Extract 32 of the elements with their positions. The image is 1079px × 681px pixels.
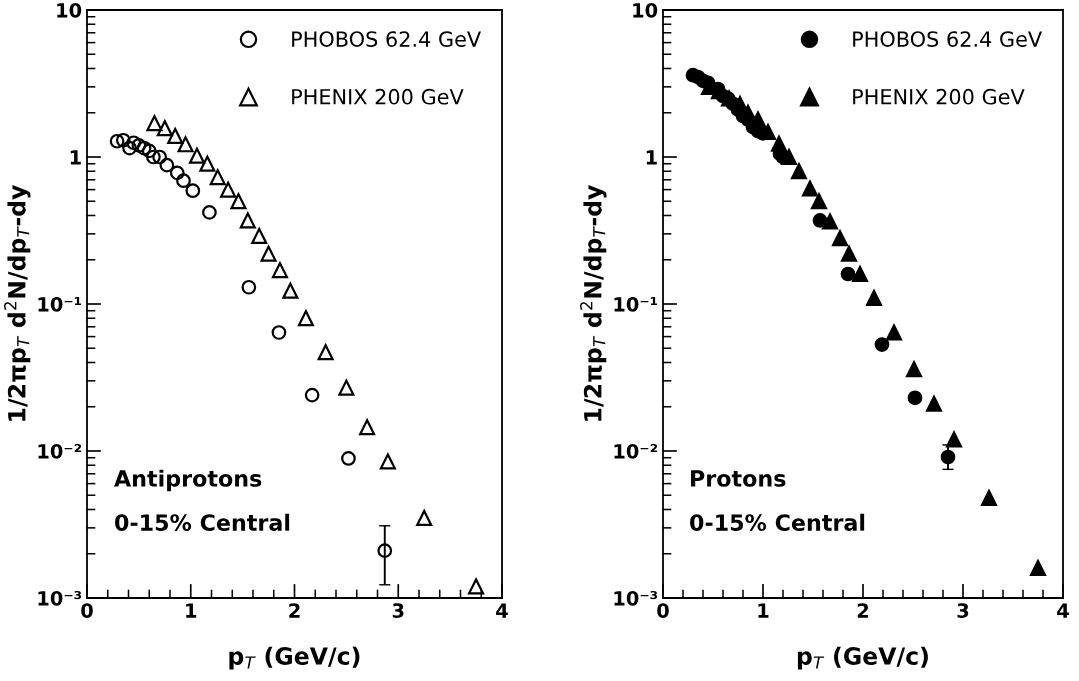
y-tick-label: 10⁻³ xyxy=(38,590,82,606)
legend-label: PHOBOS 62.4 GeV xyxy=(292,31,481,47)
legend-label: PHENIX 200 GeV xyxy=(853,88,1025,105)
x-axis-title: p$_{T}$ (GeV/c) xyxy=(229,646,360,670)
y-tick-label: 10⁻² xyxy=(38,443,82,459)
x-tick-label: 2 xyxy=(857,603,869,618)
x-tick-label: 1 xyxy=(186,603,197,618)
x-tick-label: 4 xyxy=(496,603,508,618)
x-tick-label: 3 xyxy=(957,603,969,618)
y-tick-label: 10⁻³ xyxy=(614,590,658,606)
x-tick-label: 3 xyxy=(392,603,404,618)
y-axis-title: 1/2πp$_{T}$ d$^{2}$N/dp$_{T}$-dy xyxy=(4,184,31,421)
y-tick-label: 10 xyxy=(57,2,82,18)
legend-label: PHOBOS 62.4 GeV xyxy=(853,31,1042,47)
x-tick-label: 0 xyxy=(81,603,93,618)
y-tick-label: 10⁻¹ xyxy=(38,296,82,312)
y-axis-title: 1/2πp$_{T}$ d$^{2}$N/dp$_{T}$-dy xyxy=(580,184,607,421)
annotation: 0-15% Central xyxy=(690,513,865,531)
annotation: Antiprotons xyxy=(114,469,262,492)
y-tick-label: 10 xyxy=(633,2,658,18)
annotation: Protons xyxy=(691,470,786,487)
x-tick-label: 0 xyxy=(657,603,669,618)
annotation: 0-15% Central xyxy=(115,513,290,531)
x-tick-label: 1 xyxy=(758,603,769,618)
legend-label: PHENIX 200 GeV xyxy=(292,88,464,105)
x-tick-label: 2 xyxy=(289,603,300,618)
x-axis-title: p$_{T}$ (GeV/c) xyxy=(797,646,928,670)
y-tick-label: 1 xyxy=(70,150,81,165)
x-tick-label: 4 xyxy=(1057,603,1069,618)
y-tick-label: 10⁻² xyxy=(614,443,658,459)
y-tick-label: 1 xyxy=(646,150,657,165)
y-tick-label: 10⁻¹ xyxy=(614,296,658,312)
